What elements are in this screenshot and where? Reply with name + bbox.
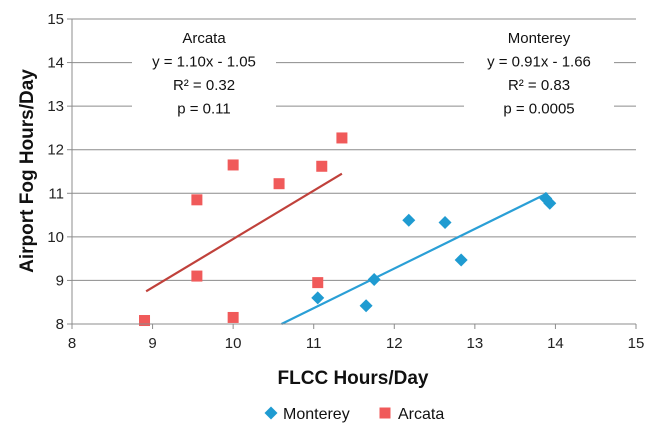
- x-tick-label: 11: [306, 335, 322, 352]
- legend-item-arcata: Arcata: [379, 406, 444, 423]
- arcata-point: [191, 270, 203, 282]
- x-tick-label: 10: [225, 335, 242, 352]
- arcata-point: [191, 194, 203, 206]
- x-tick-label: 14: [547, 335, 564, 352]
- legend-item-monterey: Monterey: [264, 406, 350, 423]
- arcata-point: [316, 160, 328, 172]
- x-tick-label: 15: [628, 335, 645, 352]
- legend-label: Arcata: [398, 406, 444, 423]
- annotation-background: [464, 24, 614, 122]
- monterey-point: [438, 215, 452, 229]
- axes: [67, 18, 637, 329]
- x-tick-label: 13: [467, 335, 484, 352]
- monterey-point: [402, 213, 416, 227]
- y-tick-label: 8: [56, 316, 64, 333]
- y-tick-label: 11: [48, 185, 64, 202]
- monterey-trendline: [281, 192, 548, 325]
- monterey-point: [543, 196, 557, 210]
- monterey-annotation: Monterey y = 0.91x - 1.66 R² = 0.83 p = 0.0…: [464, 24, 614, 122]
- x-tick-label: 9: [148, 335, 156, 352]
- trendlines: [145, 172, 548, 325]
- legend-marker: [379, 407, 391, 419]
- annotations: Arcata y = 1.10x - 1.05 R² = 0.32 p = 0.11 M…: [132, 24, 614, 122]
- y-axis-title: Airport Fog Hours/Day: [17, 69, 38, 273]
- y-tick-label: 13: [47, 98, 64, 115]
- data-points: [139, 132, 557, 327]
- arcata-point: [312, 277, 324, 289]
- monterey-point: [311, 291, 325, 305]
- x-tick-label: 12: [386, 335, 403, 352]
- y-tick-label: 10: [47, 229, 64, 246]
- arcata-point: [227, 159, 239, 171]
- annotation-line: y = 1.10x - 1.05: [152, 54, 256, 71]
- y-tick-label: 9: [56, 272, 64, 289]
- annotation-line: p = 0.11: [177, 101, 231, 118]
- x-tick-label: 8: [68, 335, 76, 352]
- arcata-point: [273, 178, 285, 190]
- annotation-line: Arcata: [182, 30, 226, 47]
- y-tick-label: 12: [47, 142, 64, 159]
- y-tick-label: 14: [47, 55, 64, 72]
- annotation-line: R² = 0.32: [173, 77, 235, 94]
- y-tick-label: 15: [47, 11, 64, 28]
- annotation-line: R² = 0.83: [508, 77, 570, 94]
- arcata-trendline: [145, 172, 343, 293]
- monterey-point: [367, 273, 381, 287]
- x-axis-title: FLCC Hours/Day: [278, 368, 429, 389]
- legend-label: Monterey: [283, 406, 350, 423]
- arcata-point: [139, 315, 151, 327]
- arcata-annotation: Arcata y = 1.10x - 1.05 R² = 0.32 p = 0.11: [132, 24, 276, 122]
- arcata-point: [227, 311, 239, 323]
- annotation-line: p = 0.0005: [503, 101, 574, 118]
- annotation-background: [132, 24, 276, 122]
- annotation-line: Monterey: [508, 30, 571, 47]
- legend: Monterey Arcata: [264, 406, 444, 423]
- monterey-point: [454, 253, 468, 267]
- monterey-point: [359, 299, 373, 313]
- legend-marker: [264, 406, 278, 420]
- tick-labels: 8 9 10 11 12 13 14 15 8 9 10 11 12 13 14 15: [47, 11, 644, 352]
- annotation-line: y = 0.91x - 1.66: [487, 54, 591, 71]
- arcata-point: [336, 132, 348, 144]
